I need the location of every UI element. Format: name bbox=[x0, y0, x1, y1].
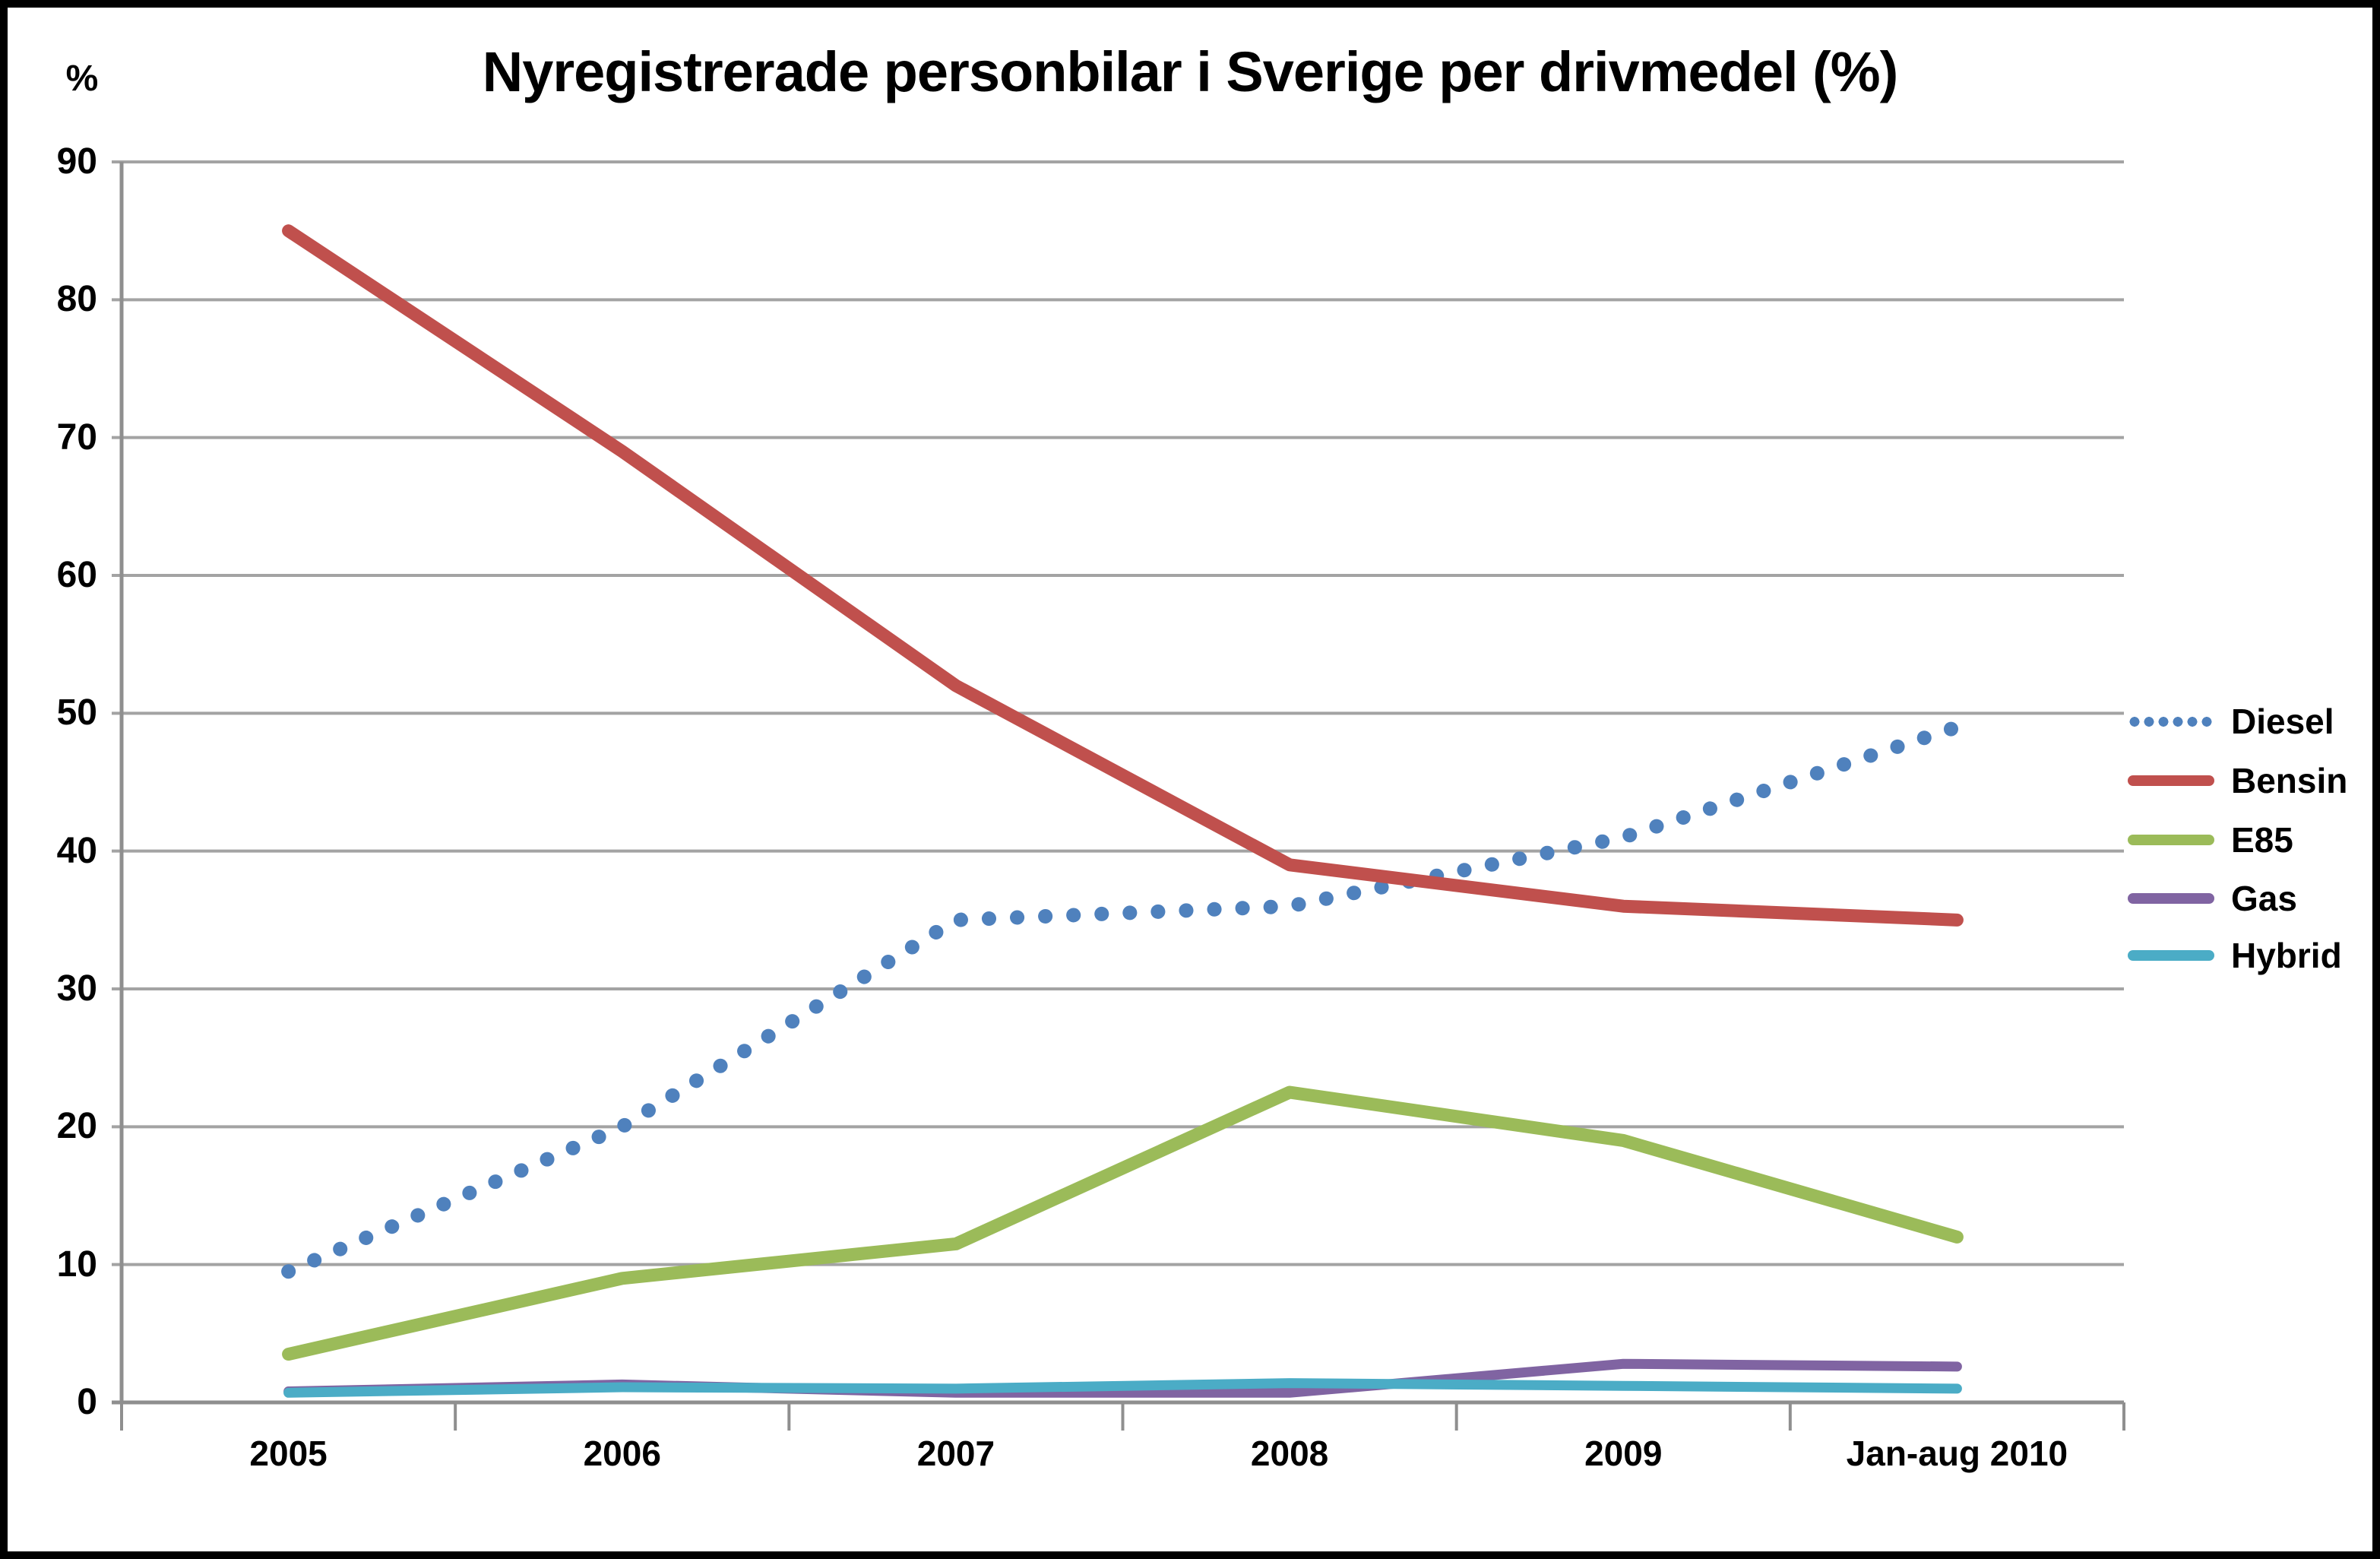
legend-label: E85 bbox=[2231, 820, 2293, 860]
y-tick-label: 50 bbox=[56, 692, 97, 734]
y-tick-label: 90 bbox=[56, 141, 97, 182]
legend-label: Bensin bbox=[2231, 761, 2348, 800]
y-tick-label: 40 bbox=[56, 830, 97, 871]
x-tick-label: 2008 bbox=[1250, 1434, 1329, 1473]
x-tick-label: 2007 bbox=[916, 1434, 995, 1473]
e85-line-swatch bbox=[2128, 835, 2214, 845]
plot-area bbox=[112, 160, 2125, 1431]
data-series bbox=[281, 224, 1964, 1398]
legend-item-hybrid: Hybrid bbox=[2128, 926, 2342, 985]
hybrid-line-swatch bbox=[2128, 950, 2214, 961]
x-tick-label: 2005 bbox=[249, 1434, 328, 1473]
diesel-dotted-line-swatch bbox=[2128, 715, 2214, 727]
axes bbox=[112, 162, 2125, 1431]
y-tick-label: 0 bbox=[77, 1382, 97, 1422]
legend-label: Hybrid bbox=[2231, 936, 2342, 975]
y-tick-label: 80 bbox=[56, 279, 97, 320]
x-tick-label: Jan-aug 2010 bbox=[1846, 1434, 2068, 1473]
y-tick-label: 60 bbox=[56, 555, 97, 595]
legend-item-bensin: Bensin bbox=[2128, 751, 2347, 810]
legend-label: Gas bbox=[2231, 879, 2297, 918]
y-tick-label: 20 bbox=[56, 1106, 97, 1147]
chart-title: Nyregistrerade personbilar i Sverige per… bbox=[482, 40, 1898, 103]
legend-label: Diesel bbox=[2231, 702, 2334, 741]
series-line-e85 bbox=[282, 1085, 1964, 1361]
series-line-bensin bbox=[282, 224, 1964, 927]
y-tick-label: 30 bbox=[56, 968, 97, 1009]
bensin-line-swatch bbox=[2128, 775, 2214, 786]
legend-item-gas: Gas bbox=[2128, 869, 2297, 928]
legend-item-e85: E85 bbox=[2128, 810, 2293, 870]
x-tick-label: 2009 bbox=[1584, 1434, 1663, 1473]
gridlines bbox=[112, 160, 2124, 1266]
y-tick-label: 70 bbox=[56, 417, 97, 458]
gas-line-swatch bbox=[2128, 893, 2214, 904]
y-axis-unit-label: % bbox=[65, 59, 99, 99]
series-line-hybrid bbox=[283, 1378, 1962, 1398]
x-tick-label: 2006 bbox=[583, 1434, 661, 1473]
series-line-diesel bbox=[281, 719, 1964, 1279]
y-tick-label: 10 bbox=[56, 1244, 97, 1285]
legend-item-diesel: Diesel bbox=[2128, 692, 2334, 751]
